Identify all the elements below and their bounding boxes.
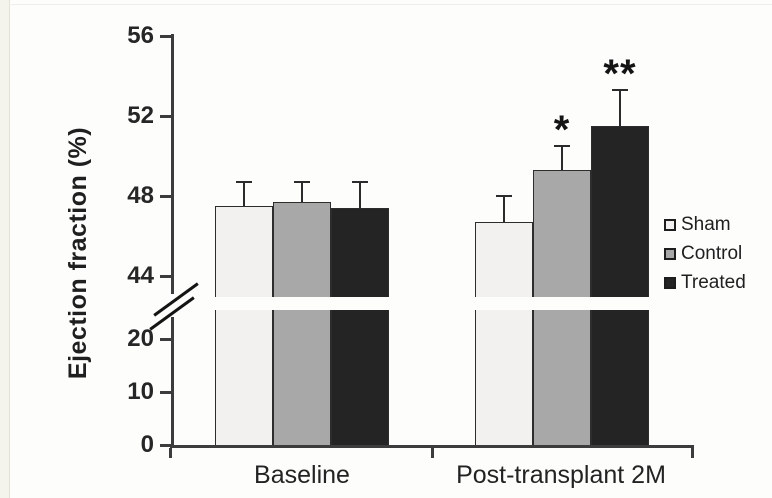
y-axis-tick-label: 56 xyxy=(127,22,154,49)
error-cap-sham-baseline xyxy=(236,180,252,184)
y-axis-tick-label: 0 xyxy=(140,431,154,458)
legend-label-treated: Treated xyxy=(681,271,746,293)
error-cap-treated-baseline xyxy=(352,180,368,184)
bar-sham-baseline xyxy=(215,206,273,297)
error-bar-treated-baseline xyxy=(358,182,362,208)
y-axis-spine xyxy=(170,34,174,448)
error-bar-sham-baseline xyxy=(242,182,246,206)
y-axis-tick xyxy=(159,274,171,278)
bar-sham-post-transplant-2m xyxy=(475,222,533,297)
legend-swatch-sham xyxy=(664,218,676,231)
y-axis-tick xyxy=(159,194,171,198)
legend-item-control: Control xyxy=(664,239,746,268)
error-cap-control-post-transplant-2m xyxy=(554,144,570,148)
bar-control-baseline xyxy=(273,202,331,297)
x-axis-tick xyxy=(168,447,172,458)
category-label-post-transplant-2m: Post-transplant 2M xyxy=(456,461,666,489)
bar-sham-baseline-lower xyxy=(215,310,273,445)
error-cap-sham-post-transplant-2m xyxy=(496,194,512,198)
bar-treated-baseline xyxy=(331,208,389,297)
legend-label-control: Control xyxy=(681,242,743,264)
error-bar-control-post-transplant-2m xyxy=(560,146,564,170)
bar-treated-post-transplant-2m-lower xyxy=(591,310,649,445)
y-axis-tick xyxy=(159,114,171,118)
photo-edge-top xyxy=(9,4,772,5)
x-axis-tick xyxy=(430,447,434,458)
y-axis-tick-label: 44 xyxy=(127,262,154,289)
bar-control-post-transplant-2m-lower xyxy=(533,310,591,445)
error-bar-sham-post-transplant-2m xyxy=(502,196,506,222)
legend-item-sham: Sham xyxy=(664,210,746,239)
axis-break-gap xyxy=(170,294,174,317)
bar-sham-post-transplant-2m-lower xyxy=(475,310,533,445)
bar-treated-post-transplant-2m xyxy=(591,126,649,297)
y-axis-tick xyxy=(159,443,171,447)
bar-treated-baseline-lower xyxy=(331,310,389,445)
bar-control-baseline-lower xyxy=(273,310,331,445)
photo-edge-left xyxy=(0,0,10,498)
y-axis-tick xyxy=(159,34,171,38)
y-axis-tick xyxy=(159,337,171,341)
error-cap-control-baseline xyxy=(294,180,310,184)
error-bar-treated-post-transplant-2m xyxy=(618,90,622,126)
y-axis-tick xyxy=(159,390,171,394)
legend: Sham Control Treated xyxy=(664,210,746,297)
y-axis-tick-label: 20 xyxy=(127,325,154,352)
error-bar-control-baseline xyxy=(300,182,304,202)
significance-marker-control-post-transplant-2m: * xyxy=(553,108,571,152)
y-axis-tick-label: 10 xyxy=(127,378,154,405)
legend-swatch-control xyxy=(664,247,676,260)
error-cap-treated-post-transplant-2m xyxy=(612,88,628,92)
legend-label-sham: Sham xyxy=(681,213,731,235)
category-label-baseline: Baseline xyxy=(254,461,350,489)
x-axis-tick xyxy=(690,447,694,458)
x-axis-line xyxy=(170,444,694,448)
legend-item-treated: Treated xyxy=(664,268,746,297)
legend-swatch-treated xyxy=(664,276,676,289)
y-axis-tick-label: 48 xyxy=(127,182,154,209)
y-axis-tick-label: 52 xyxy=(127,102,154,129)
bar-control-post-transplant-2m xyxy=(533,170,591,297)
significance-marker-treated-post-transplant-2m: ** xyxy=(603,52,637,96)
